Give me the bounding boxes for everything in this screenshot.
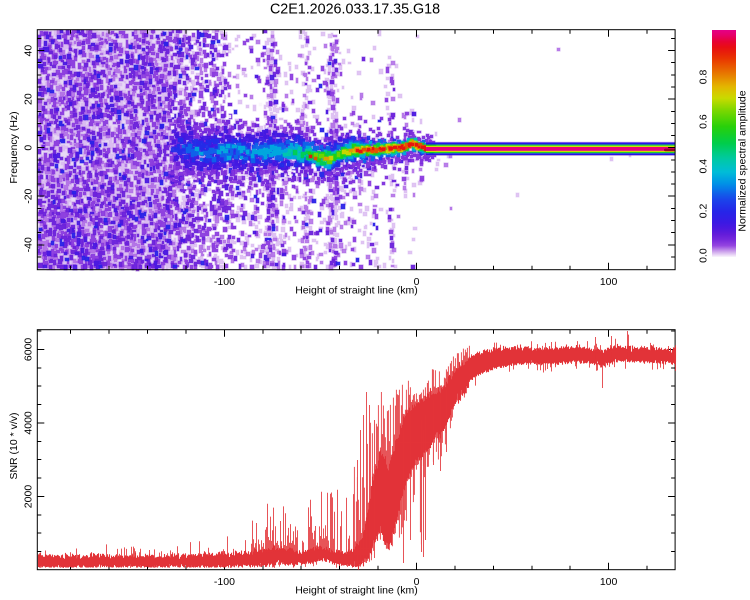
svg-text:100: 100 bbox=[600, 576, 618, 588]
svg-text:40: 40 bbox=[23, 45, 35, 57]
svg-text:Normalized spectral amplitude: Normalized spectral amplitude bbox=[737, 90, 749, 231]
svg-text:C2E1.2026.033.17.35.G18: C2E1.2026.033.17.35.G18 bbox=[270, 1, 440, 17]
svg-text:0.8: 0.8 bbox=[698, 69, 710, 84]
svg-text:-20: -20 bbox=[23, 188, 35, 203]
svg-text:2000: 2000 bbox=[23, 485, 35, 509]
svg-text:-40: -40 bbox=[23, 237, 35, 252]
svg-text:Frequency (Hz): Frequency (Hz) bbox=[8, 111, 20, 183]
svg-text:0: 0 bbox=[414, 276, 420, 288]
svg-text:0.2: 0.2 bbox=[698, 203, 710, 218]
svg-text:-100: -100 bbox=[214, 576, 235, 588]
svg-text:4000: 4000 bbox=[23, 411, 35, 435]
svg-text:Height of straight line (km): Height of straight line (km) bbox=[295, 585, 418, 597]
svg-text:0.4: 0.4 bbox=[698, 159, 710, 174]
svg-text:Height of straight line (km): Height of straight line (km) bbox=[295, 285, 418, 297]
svg-text:0.6: 0.6 bbox=[698, 114, 710, 129]
svg-text:6000: 6000 bbox=[23, 338, 35, 362]
svg-text:100: 100 bbox=[600, 276, 618, 288]
svg-text:0: 0 bbox=[23, 145, 35, 151]
svg-text:SNR (10 * v/v): SNR (10 * v/v) bbox=[8, 412, 20, 479]
svg-text:0.0: 0.0 bbox=[698, 248, 710, 263]
svg-text:20: 20 bbox=[23, 93, 35, 105]
svg-text:-100: -100 bbox=[214, 276, 235, 288]
svg-text:0: 0 bbox=[414, 576, 420, 588]
